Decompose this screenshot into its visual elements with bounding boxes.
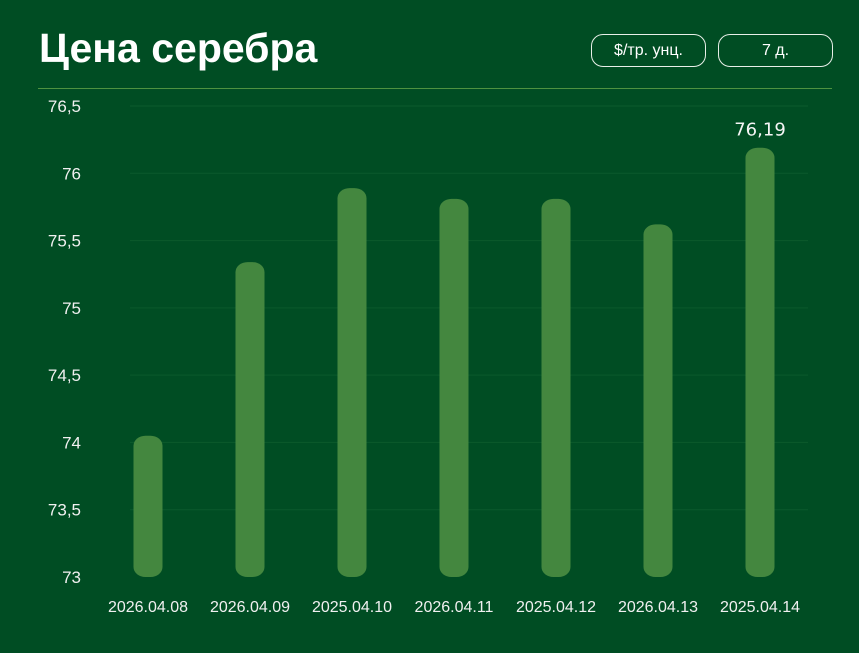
- y-tick-label: 75: [62, 299, 81, 318]
- unit-selector-button[interactable]: $/тр. унц.: [591, 34, 706, 67]
- x-tick-label: 2026.04.13: [618, 599, 698, 616]
- x-tick-label: 2026.04.08: [108, 599, 188, 616]
- x-tick-label: 2026.04.09: [210, 599, 290, 616]
- bar: [643, 224, 673, 577]
- header-divider: [38, 88, 832, 89]
- bar: [337, 188, 367, 578]
- x-tick-label: 2025.04.10: [312, 599, 392, 616]
- y-tick-label: 76: [62, 164, 81, 183]
- y-tick-label: 73: [62, 568, 81, 587]
- x-tick-label: 2026.04.11: [415, 599, 494, 616]
- x-tick-label: 2025.04.14: [720, 599, 800, 616]
- bar: [541, 198, 571, 577]
- y-tick-label: 76,5: [48, 97, 81, 116]
- y-tick-label: 74,5: [48, 366, 81, 385]
- y-tick-label: 73,5: [48, 501, 81, 520]
- period-selector-button[interactable]: 7 д.: [718, 34, 833, 67]
- bar: [133, 435, 163, 577]
- bar: [439, 198, 469, 577]
- x-tick-label: 2025.04.12: [516, 599, 596, 616]
- data-label: 76,19: [734, 120, 786, 141]
- y-tick-label: 75,5: [48, 232, 81, 251]
- page-title: Цена серебра: [39, 25, 318, 71]
- bar: [235, 262, 265, 577]
- bar: [745, 147, 775, 577]
- y-tick-label: 74: [62, 433, 81, 452]
